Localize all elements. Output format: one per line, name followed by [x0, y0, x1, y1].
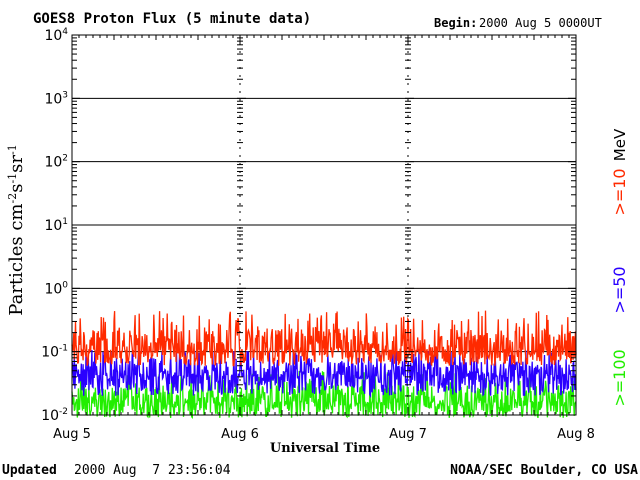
y-tick-label: 102 — [44, 154, 68, 171]
x-tick-label: Aug 8 — [557, 427, 595, 442]
y-tick-label: 100 — [44, 280, 68, 297]
y-tick-exponent: 2 — [62, 154, 68, 164]
y-tick-base: 10 — [41, 345, 59, 361]
y-tick-base: 10 — [44, 281, 62, 297]
y-tick-exponent: 3 — [62, 90, 68, 100]
y-axis-unit-exp2: -1 — [6, 173, 19, 184]
y-axis-unit-s: s — [6, 184, 27, 193]
y-tick-label: 10-1 — [41, 344, 68, 361]
legend-item-50mev: >=50 — [610, 266, 629, 313]
begin-value: 2000 Aug 5 0000UT — [479, 16, 602, 30]
legend-item-10mev: >=10 — [610, 168, 629, 215]
legend: MeV >=10 >=50 >=100 — [610, 128, 629, 407]
y-axis-unit-exp1: -2 — [6, 193, 19, 204]
y-tick-label: 101 — [44, 217, 68, 234]
begin-label: Begin: — [434, 16, 477, 30]
y-tick-base: 10 — [44, 91, 62, 107]
y-tick-exponent: 4 — [62, 27, 68, 37]
series-line-10mev — [71, 310, 577, 367]
frame-layer — [71, 34, 577, 416]
y-axis-unit-exp3: -1 — [6, 144, 19, 155]
updated-value: 2000 Aug 7 23:56:04 — [74, 463, 231, 478]
legend-unit: MeV — [611, 128, 629, 161]
legend-item-100mev: >=100 — [610, 349, 629, 406]
y-tick-base: 10 — [41, 408, 59, 424]
y-tick-exponent: 1 — [62, 217, 68, 227]
y-tick-exponent: -2 — [59, 407, 68, 417]
svg-text:Particles cm-2s-1sr-1: Particles cm-2s-1sr-1 — [6, 144, 28, 315]
x-tick-labels: Aug 5 Aug 6 Aug 7 Aug 8 — [53, 427, 595, 442]
updated-label: Updated — [2, 463, 57, 478]
x-axis-label: Universal Time — [270, 441, 380, 456]
chart-title: GOES8 Proton Flux (5 minute data) — [33, 11, 311, 27]
x-tick-label: Aug 6 — [221, 427, 259, 442]
x-tick-label: Aug 5 — [53, 427, 91, 442]
y-axis-label: Particles cm-2s-1sr-1 — [6, 144, 28, 315]
y-axis-label-text: Particles cm — [6, 204, 27, 316]
y-tick-label: 103 — [44, 90, 68, 107]
series-layer — [71, 310, 577, 420]
y-tick-exponent: -1 — [59, 344, 68, 354]
y-tick-label: 104 — [44, 27, 68, 44]
x-tick-label: Aug 7 — [389, 427, 427, 442]
y-tick-label: 10-2 — [41, 407, 68, 424]
y-axis-unit-sr: sr — [6, 155, 27, 173]
y-tick-base: 10 — [44, 218, 62, 234]
y-tick-base: 10 — [44, 28, 62, 44]
y-tick-base: 10 — [44, 155, 62, 171]
series-line-50mev — [71, 349, 577, 399]
y-tick-exponent: 0 — [62, 280, 68, 290]
credit-text: NOAA/SEC Boulder, CO USA — [450, 463, 638, 478]
